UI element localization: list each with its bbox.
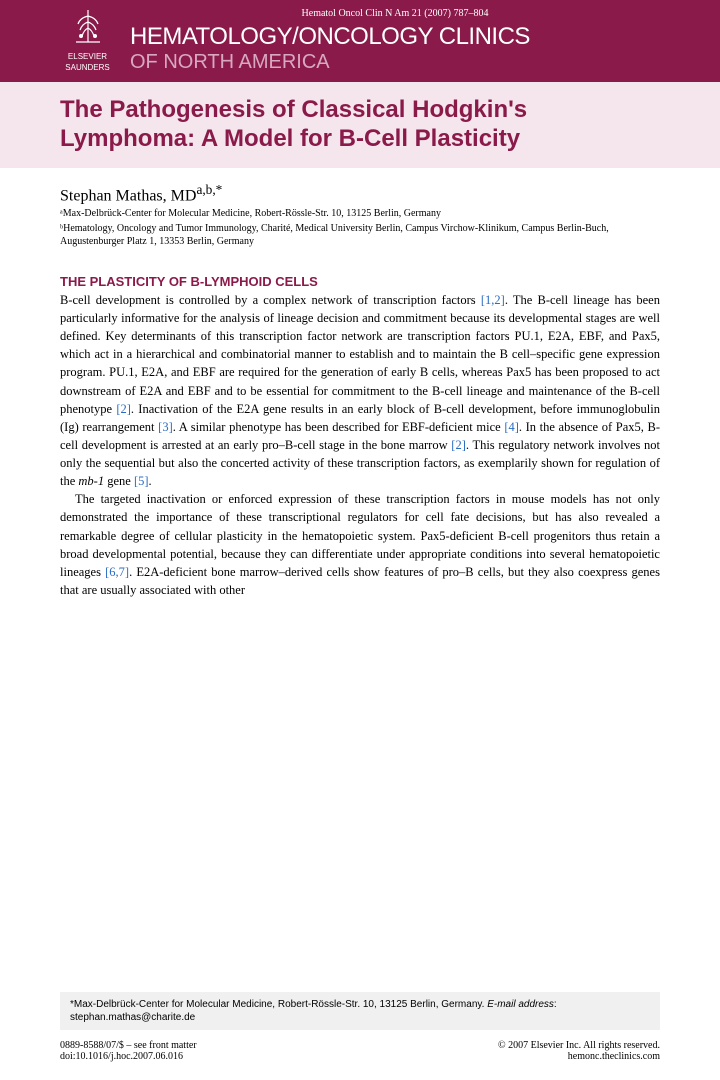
- email-label: E-mail address: [487, 999, 554, 1010]
- publisher-name-bottom: SAUNDERS: [60, 64, 115, 73]
- publisher-logo: ELSEVIER SAUNDERS: [60, 6, 115, 72]
- footer-left: 0889-8588/07/$ – see front matter doi:10…: [60, 1040, 197, 1062]
- ref-link[interactable]: [3]: [158, 420, 173, 434]
- elsevier-tree-icon: [68, 6, 108, 46]
- issn-line: 0889-8588/07/$ – see front matter: [60, 1040, 197, 1051]
- article-title-box: The Pathogenesis of Classical Hodgkin's …: [0, 82, 720, 168]
- page-footer: 0889-8588/07/$ – see front matter doi:10…: [60, 1040, 660, 1062]
- author-super: a,b,*: [196, 182, 222, 197]
- citation-line: Hematol Oncol Clin N Am 21 (2007) 787–80…: [130, 8, 660, 19]
- footnote-address: *Max-Delbrück-Center for Molecular Medic…: [70, 999, 487, 1010]
- author-name-text: Stephan Mathas, MD: [60, 187, 196, 204]
- corresponding-author-footnote: *Max-Delbrück-Center for Molecular Medic…: [60, 992, 660, 1030]
- affiliation-a: ᵃMax-Delbrück-Center for Molecular Medic…: [60, 207, 660, 220]
- journal-name: HEMATOLOGY/ONCOLOGY CLINICS: [130, 23, 660, 51]
- publisher-name-top: ELSEVIER: [60, 53, 115, 62]
- affiliation-b: ᵇHematology, Oncology and Tumor Immunolo…: [60, 222, 660, 248]
- author-block: Stephan Mathas, MDa,b,* ᵃMax-Delbrück-Ce…: [0, 168, 720, 258]
- ref-link[interactable]: [6,7]: [105, 565, 129, 579]
- ref-link[interactable]: [2]: [451, 438, 466, 452]
- journal-header-band: ELSEVIER SAUNDERS Hematol Oncol Clin N A…: [0, 0, 720, 82]
- article-title: The Pathogenesis of Classical Hodgkin's …: [60, 96, 660, 154]
- paragraph-1: B-cell development is controlled by a co…: [60, 291, 660, 490]
- copyright-line: © 2007 Elsevier Inc. All rights reserved…: [498, 1040, 660, 1051]
- doi-line: doi:10.1016/j.hoc.2007.06.016: [60, 1051, 197, 1062]
- article-body: THE PLASTICITY OF B-LYMPHOID CELLS B-cel…: [0, 258, 720, 599]
- paragraph-2: The targeted inactivation or enforced ex…: [60, 490, 660, 599]
- ref-link[interactable]: [5]: [134, 474, 149, 488]
- footer-right: © 2007 Elsevier Inc. All rights reserved…: [498, 1040, 660, 1062]
- section-heading: THE PLASTICITY OF B-LYMPHOID CELLS: [60, 274, 660, 289]
- journal-subtitle: OF NORTH AMERICA: [130, 51, 660, 74]
- author-name: Stephan Mathas, MDa,b,*: [60, 182, 660, 205]
- ref-link[interactable]: [1,2]: [481, 293, 505, 307]
- ref-link[interactable]: [2]: [116, 402, 131, 416]
- ref-link[interactable]: [4]: [504, 420, 519, 434]
- journal-url[interactable]: hemonc.theclinics.com: [498, 1051, 660, 1062]
